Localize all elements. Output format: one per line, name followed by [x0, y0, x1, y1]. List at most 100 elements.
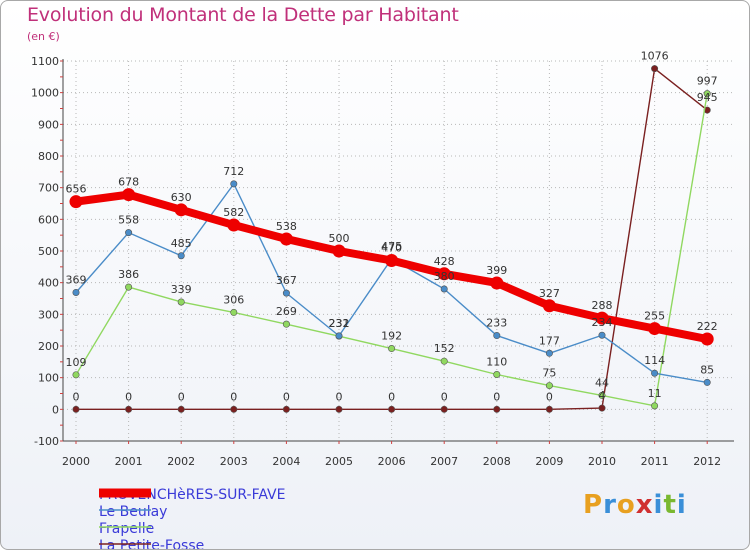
data-label: 0 [73, 390, 80, 403]
data-label: 234 [592, 316, 613, 329]
data-label: 327 [539, 287, 560, 300]
data-label: 0 [283, 390, 290, 403]
y-tick-label: 900 [38, 118, 59, 131]
data-point [493, 332, 501, 340]
data-label: 192 [381, 330, 402, 343]
data-point [125, 405, 133, 413]
data-label: 945 [697, 91, 718, 104]
data-point [69, 195, 83, 209]
data-label: 233 [486, 317, 507, 330]
data-label: 399 [486, 264, 507, 277]
legend-swatch-le-beulay [99, 509, 151, 511]
data-point [174, 203, 188, 217]
data-label: 232 [329, 317, 350, 330]
data-label: 0 [336, 390, 343, 403]
y-tick-label: 800 [38, 150, 59, 163]
data-point [72, 288, 80, 296]
data-point [230, 308, 238, 316]
data-point [282, 289, 290, 297]
y-tick-label: 500 [38, 245, 59, 258]
x-tick-label: 2002 [167, 455, 195, 468]
data-label: 0 [493, 390, 500, 403]
chart-title: Evolution du Montant de la Dette par Hab… [27, 4, 459, 26]
data-point [177, 405, 185, 413]
data-point [493, 405, 501, 413]
data-label: 475 [381, 240, 402, 253]
data-label: 4 [599, 389, 606, 402]
data-label: 678 [118, 176, 139, 189]
data-label: 255 [644, 310, 665, 323]
x-tick-label: 2001 [115, 455, 143, 468]
data-label: 11 [648, 387, 662, 400]
data-point [651, 65, 659, 73]
data-point [72, 405, 80, 413]
data-point [122, 188, 136, 202]
legend-swatch-frapelle [99, 526, 151, 528]
data-point [440, 285, 448, 293]
data-label: 500 [329, 232, 350, 245]
logo-letter: x [635, 490, 654, 520]
data-point [542, 299, 556, 313]
data-label: 997 [697, 75, 718, 88]
data-label: 222 [697, 320, 718, 333]
data-label: 231 [329, 317, 350, 330]
data-point [332, 244, 346, 258]
data-label: 75 [542, 367, 556, 380]
data-point [598, 404, 606, 412]
data-point [651, 369, 659, 377]
data-point [388, 405, 396, 413]
logo-letter: i [676, 490, 687, 520]
legend-label-la-petite-fosse: La Petite-Fosse [99, 538, 205, 550]
data-label: 470 [381, 242, 402, 255]
data-point [440, 405, 448, 413]
logo-letter: t [663, 490, 677, 520]
data-point [72, 371, 80, 379]
data-point [227, 218, 241, 232]
data-point [545, 405, 553, 413]
x-tick-label: 2012 [693, 455, 721, 468]
data-label: 558 [118, 214, 139, 227]
data-point [545, 382, 553, 390]
x-tick-label: 2003 [220, 455, 248, 468]
data-point [335, 405, 343, 413]
data-point [595, 311, 609, 325]
data-point [388, 345, 396, 353]
data-point [598, 331, 606, 339]
legend-item-frapelle: Frapelle [99, 521, 285, 538]
data-point [335, 332, 343, 340]
data-point [490, 276, 504, 290]
data-label: 0 [388, 390, 395, 403]
data-point [440, 357, 448, 365]
data-point [651, 402, 659, 410]
y-tick-label: 700 [38, 182, 59, 195]
data-label: 0 [125, 390, 132, 403]
data-label: 386 [118, 268, 139, 281]
y-tick-label: 0 [52, 403, 59, 416]
y-tick-label: 400 [38, 277, 59, 290]
y-tick-label: 100 [38, 372, 59, 385]
data-label: 380 [434, 270, 455, 283]
data-label: 0 [546, 390, 553, 403]
data-label: 110 [486, 356, 507, 369]
legend-label-le-beulay: Le Beulay [99, 504, 168, 520]
x-tick-label: 2000 [62, 455, 90, 468]
data-label: 269 [276, 305, 297, 318]
x-tick-label: 2007 [430, 455, 458, 468]
y-tick-label: 1100 [31, 55, 59, 68]
data-point [385, 254, 399, 267]
proxiti-logo: Proxiti [583, 490, 687, 520]
data-point [545, 349, 553, 357]
data-label: 44 [595, 376, 609, 389]
data-point [703, 378, 711, 386]
x-tick-label: 2004 [272, 455, 300, 468]
data-label: 538 [276, 220, 297, 233]
x-tick-label: 2005 [325, 455, 353, 468]
data-point [703, 90, 711, 98]
legend-swatch-provencheres [99, 488, 151, 498]
data-point [700, 332, 714, 346]
data-label: 177 [539, 334, 560, 347]
x-tick-label: 2008 [483, 455, 511, 468]
data-point [493, 370, 501, 378]
